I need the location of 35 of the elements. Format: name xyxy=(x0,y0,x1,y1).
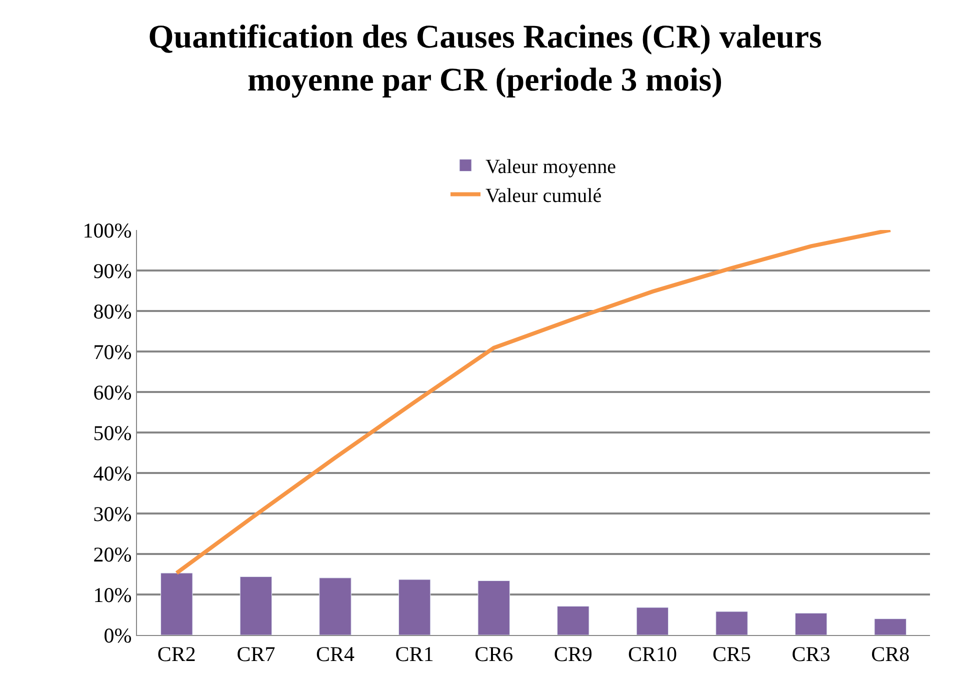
bar xyxy=(319,578,352,635)
chart-title: Quantification des Causes Racines (CR) valeurs moyenne par CR (periode 3 mois) xyxy=(148,20,822,98)
bar xyxy=(874,618,906,635)
bar xyxy=(240,576,272,635)
bar xyxy=(557,606,590,635)
y-tick-label: 80% xyxy=(93,299,132,324)
y-tick-label: 60% xyxy=(93,380,132,404)
y-tick-label: 40% xyxy=(93,461,132,486)
x-tick-label: CR4 xyxy=(316,642,356,666)
x-tick-label: CR10 xyxy=(628,642,677,666)
x-tick-label: CR7 xyxy=(236,642,276,666)
bar xyxy=(478,580,510,635)
y-tick-label: 70% xyxy=(93,340,132,364)
x-tick-label: CR5 xyxy=(712,642,752,666)
x-tick-label: CR6 xyxy=(474,642,514,666)
y-tick-label: 10% xyxy=(93,582,132,607)
bar xyxy=(398,579,431,635)
bar xyxy=(716,611,748,635)
x-tick-label: CR8 xyxy=(871,642,910,666)
y-tick-label: 20% xyxy=(93,542,132,566)
y-tick-label: 90% xyxy=(93,258,132,283)
bar xyxy=(160,572,193,635)
x-tick-label: CR3 xyxy=(792,642,830,666)
y-tick-label: 50% xyxy=(93,420,132,445)
x-tick-label: CR2 xyxy=(157,642,196,666)
legend-label: Valeur moyenne xyxy=(486,156,616,178)
x-tick-label: CR1 xyxy=(395,642,434,666)
bar xyxy=(636,607,669,635)
line-series xyxy=(174,230,892,576)
x-tick-label: CR9 xyxy=(554,642,592,666)
y-tick-label: 0% xyxy=(104,623,132,648)
legend-label: Valeur cumulé xyxy=(486,185,602,208)
y-tick-label: 30% xyxy=(93,502,132,526)
bar xyxy=(794,612,828,635)
y-tick-label: 100% xyxy=(82,218,132,242)
